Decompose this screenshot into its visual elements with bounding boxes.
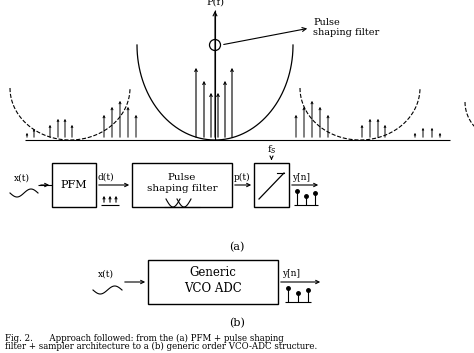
Text: filter + sampler architecture to a (b) generic order VCO-ADC structure.: filter + sampler architecture to a (b) g… — [5, 342, 317, 351]
Text: p(t): p(t) — [234, 172, 251, 181]
Bar — [52, 163, 96, 207]
Text: Pulse
shaping filter: Pulse shaping filter — [313, 18, 379, 37]
Text: f$_S$: f$_S$ — [266, 143, 276, 156]
Text: PFM: PFM — [61, 180, 87, 190]
Bar — [254, 163, 289, 207]
Bar — [132, 163, 232, 207]
Text: Fig. 2.      Approach followed: from the (a) PFM + pulse shaping: Fig. 2. Approach followed: from the (a) … — [5, 334, 284, 343]
Text: Generic
VCO ADC: Generic VCO ADC — [184, 265, 242, 294]
Text: x(t): x(t) — [14, 174, 30, 183]
Text: d(t): d(t) — [98, 173, 115, 181]
Bar — [148, 260, 278, 304]
Text: (a): (a) — [229, 242, 245, 252]
Text: (b): (b) — [229, 318, 245, 328]
Text: y[n]: y[n] — [282, 269, 300, 279]
Text: Pulse
shaping filter: Pulse shaping filter — [146, 173, 217, 193]
Text: x(t): x(t) — [98, 269, 114, 279]
Text: y[n]: y[n] — [292, 173, 310, 181]
Text: P(f): P(f) — [206, 0, 224, 7]
